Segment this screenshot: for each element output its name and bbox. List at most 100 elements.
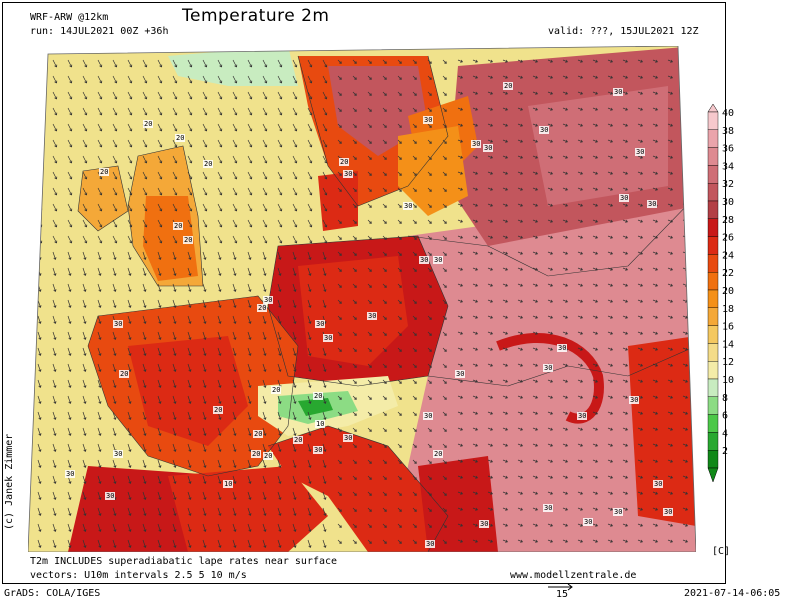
wind-arrow-icon xyxy=(337,267,342,272)
wind-arrow-icon xyxy=(217,347,222,356)
wind-arrow-icon xyxy=(487,267,493,271)
wind-arrow-icon xyxy=(667,75,673,79)
wind-arrow-icon xyxy=(112,379,117,388)
wind-arrow-icon xyxy=(97,491,102,500)
wind-arrow-icon xyxy=(322,443,327,452)
wind-arrow-icon xyxy=(502,155,508,159)
wind-arrow-icon xyxy=(322,59,328,68)
wind-arrow-icon xyxy=(592,331,598,335)
wind-arrow-icon xyxy=(337,331,342,336)
wind-arrow-icon xyxy=(217,459,222,468)
wind-arrow-icon xyxy=(532,299,538,303)
wind-arrow-icon xyxy=(172,379,177,388)
wind-arrow-icon xyxy=(517,427,523,431)
wind-arrow-icon xyxy=(307,107,313,116)
wind-arrow-icon xyxy=(292,59,298,68)
wind-arrow-icon xyxy=(457,331,463,335)
wind-arrow-icon xyxy=(202,267,207,276)
wind-arrow-icon xyxy=(307,187,313,196)
wind-arrow-icon xyxy=(592,379,598,383)
wind-arrow-icon xyxy=(97,395,102,404)
wind-arrow-icon xyxy=(337,379,342,384)
wind-arrow-icon xyxy=(292,475,297,484)
wind-arrow-icon xyxy=(397,283,402,288)
colorbar-swatch xyxy=(707,200,719,219)
wind-arrow-icon xyxy=(52,267,57,276)
wind-arrow-icon xyxy=(502,331,508,335)
wind-arrow-icon xyxy=(322,75,328,84)
wind-arrow-icon xyxy=(397,91,402,96)
wind-arrow-icon xyxy=(97,331,102,340)
wind-arrow-icon xyxy=(652,187,658,191)
wind-arrow-icon xyxy=(52,187,58,196)
wind-arrow-icon xyxy=(187,395,192,404)
wind-arrow-icon xyxy=(352,187,357,192)
wind-arrow-icon xyxy=(397,171,402,176)
wind-arrow-icon xyxy=(352,507,357,512)
wind-arrow-icon xyxy=(427,123,432,128)
wind-arrow-icon xyxy=(577,219,583,223)
wind-arrow-icon xyxy=(607,379,613,383)
wind-arrow-icon xyxy=(412,347,417,352)
wind-arrow-icon xyxy=(67,491,72,500)
wind-arrow-icon xyxy=(472,347,478,351)
wind-arrow-icon xyxy=(472,283,478,287)
wind-arrow-icon xyxy=(232,91,238,100)
colorbar-tick-label: 28 xyxy=(722,215,734,226)
wind-arrow-icon xyxy=(202,139,208,148)
wind-arrow-icon xyxy=(337,523,342,528)
wind-arrow-icon xyxy=(37,507,42,516)
wind-arrow-icon xyxy=(157,507,162,516)
wind-arrow-icon xyxy=(337,411,342,416)
wind-arrow-icon xyxy=(502,427,508,431)
wind-arrow-icon xyxy=(142,539,147,548)
wind-arrow-icon xyxy=(427,235,432,240)
footer-note-1: T2m INCLUDES superadiabatic lape rates n… xyxy=(30,556,338,567)
wind-arrow-icon xyxy=(517,475,523,479)
contour-label: 20 xyxy=(174,222,182,230)
wind-arrow-icon xyxy=(112,523,117,532)
wind-arrow-icon xyxy=(502,523,508,527)
contour-label: 30 xyxy=(620,194,628,202)
wind-arrow-icon xyxy=(442,411,447,416)
wind-arrow-icon xyxy=(412,411,417,416)
wind-arrow-icon xyxy=(292,219,298,228)
wind-arrow-icon xyxy=(142,475,147,484)
contour-label-background xyxy=(143,120,153,128)
wind-arrow-icon xyxy=(367,491,372,496)
wind-arrow-icon xyxy=(232,459,237,468)
wind-arrow-icon xyxy=(367,171,372,176)
wind-arrow-icon xyxy=(667,59,673,63)
wind-arrow-icon xyxy=(442,331,447,336)
contour-label: 20 xyxy=(176,134,184,142)
wind-arrow-icon xyxy=(607,283,613,287)
wind-arrow-icon xyxy=(52,315,57,324)
wind-arrow-icon xyxy=(577,539,583,543)
wind-arrow-icon xyxy=(622,347,628,351)
wind-arrow-icon xyxy=(187,139,193,148)
wind-arrow-icon xyxy=(367,475,372,480)
wind-arrow-icon xyxy=(52,251,57,260)
wind-arrow-icon xyxy=(157,139,163,148)
wind-arrow-icon xyxy=(247,267,252,276)
wind-arrow-icon xyxy=(547,59,553,63)
wind-arrow-icon xyxy=(382,315,387,320)
wind-arrow-icon xyxy=(442,363,447,368)
wind-arrow-icon xyxy=(292,539,297,548)
wind-arrow-icon xyxy=(157,187,163,196)
grads-label: GrADS: COLA/IGES xyxy=(4,588,101,599)
wind-arrow-icon xyxy=(517,363,523,367)
wind-arrow-icon xyxy=(622,139,628,143)
wind-arrow-icon xyxy=(457,283,463,287)
contour-label-background xyxy=(635,148,645,156)
wind-arrow-icon xyxy=(97,427,102,436)
wind-arrow-icon xyxy=(97,539,102,548)
wind-arrow-icon xyxy=(487,283,493,287)
contour-label: 20 xyxy=(264,452,272,460)
wind-arrow-icon xyxy=(562,75,568,79)
wind-arrow-icon xyxy=(622,155,628,159)
wind-arrow-icon xyxy=(127,123,133,132)
wind-arrow-icon xyxy=(487,475,493,479)
wind-arrow-icon xyxy=(577,155,583,159)
colorbar-swatch xyxy=(707,432,719,451)
